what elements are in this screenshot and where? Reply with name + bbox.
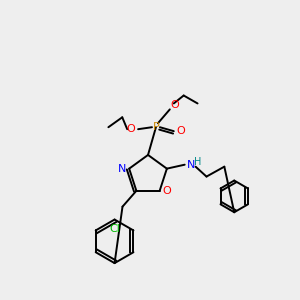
Text: P: P bbox=[153, 122, 159, 132]
Text: O: O bbox=[170, 100, 179, 110]
Text: N: N bbox=[118, 164, 126, 174]
Text: O: O bbox=[127, 124, 136, 134]
Text: O: O bbox=[176, 126, 185, 136]
Text: O: O bbox=[162, 186, 171, 196]
Text: N: N bbox=[187, 160, 195, 170]
Text: Cl: Cl bbox=[109, 224, 120, 234]
Text: H: H bbox=[194, 157, 201, 167]
